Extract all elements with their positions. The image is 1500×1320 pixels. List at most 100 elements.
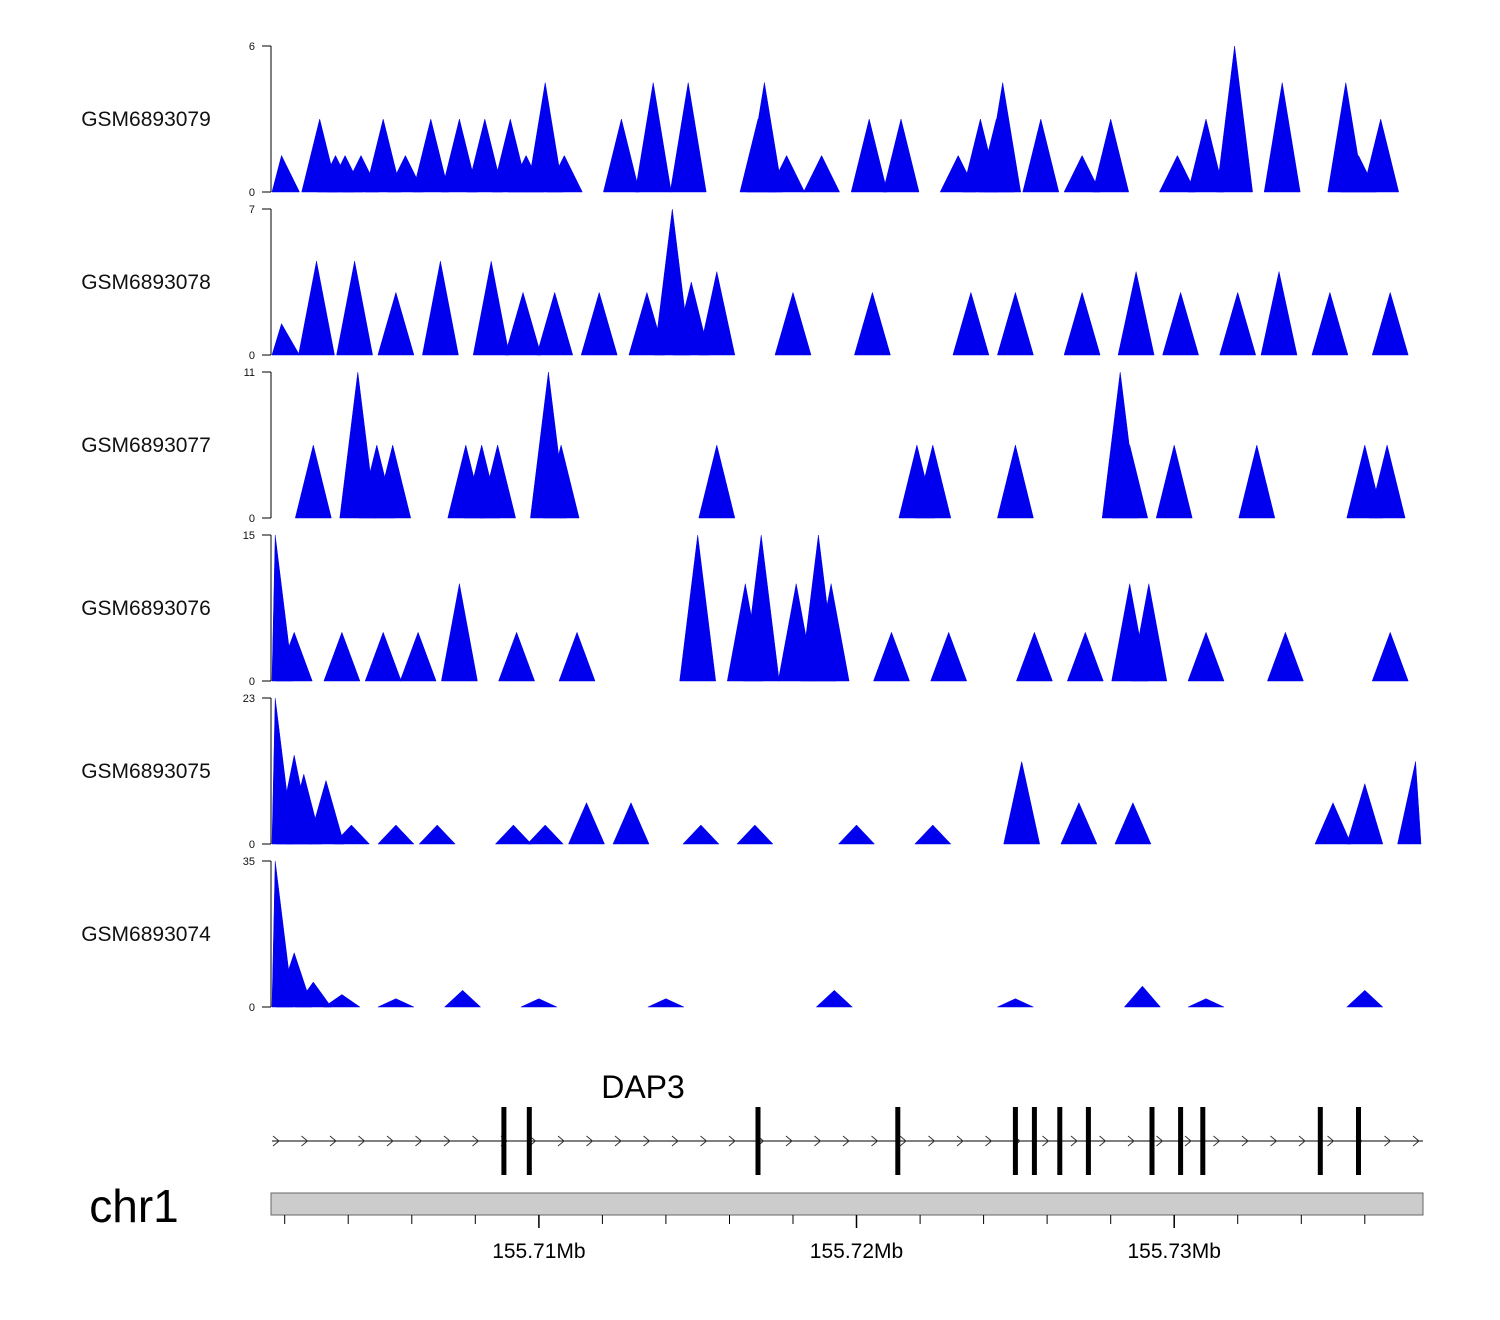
coverage-peak <box>1397 761 1422 845</box>
y-tick-label-min: 0 <box>249 350 255 362</box>
x-tick-label: 155.72Mb <box>810 1240 903 1263</box>
exon-block <box>1012 1107 1018 1175</box>
coverage-peak <box>271 154 300 193</box>
coverage-peak <box>520 998 558 1008</box>
coverage-peak <box>854 291 891 356</box>
gene-label: DAP3 <box>601 1069 685 1105</box>
coverage-peak <box>850 118 888 193</box>
x-tick-label: 155.73Mb <box>1127 1240 1220 1263</box>
track-GSM6893078: GSM6893078 7 0 <box>81 204 1409 362</box>
coverage-peak <box>930 631 968 682</box>
y-tick-label-max: 7 <box>249 204 255 216</box>
track-GSM6893076: GSM6893076 15 0 <box>81 530 1409 688</box>
strand-chevron <box>1241 1135 1249 1147</box>
coverage-peak <box>952 291 990 356</box>
coverage-peak <box>1187 118 1225 193</box>
track-label: GSM6893075 <box>81 760 211 783</box>
coverage-peak <box>1346 989 1384 1008</box>
y-tick-label-min: 0 <box>249 513 255 525</box>
exon-block <box>526 1107 532 1175</box>
track-GSM6893074: GSM6893074 35 0 <box>81 856 1384 1014</box>
coverage-peak <box>1187 998 1225 1008</box>
coverage-peak <box>479 444 516 519</box>
coverage-peak <box>612 802 650 845</box>
coverage-peak <box>628 291 666 356</box>
coverage-peak <box>422 261 459 356</box>
strand-chevron <box>1156 1135 1164 1147</box>
strand-chevron <box>928 1135 936 1147</box>
strand-chevron <box>1184 1135 1192 1147</box>
coverage-peak <box>1114 802 1152 845</box>
coverage-peak <box>498 631 535 682</box>
coverage-peak <box>654 208 691 356</box>
x-axis-ticks: 155.71Mb 155.72Mb 155.73Mb <box>284 1215 1366 1263</box>
exon-block <box>1356 1107 1361 1175</box>
coverage-peak <box>1003 761 1041 845</box>
y-tick-label-max: 11 <box>244 367 255 379</box>
chromosome-label: chr1 <box>89 1180 178 1232</box>
coverage-peak <box>1117 271 1155 356</box>
coverage-peak <box>997 444 1034 519</box>
coverage-peak <box>1216 45 1253 193</box>
exon-block <box>1200 1107 1206 1175</box>
coverage-peak <box>736 824 774 845</box>
coverage-peak <box>545 154 583 193</box>
coverage-peak <box>275 952 313 1008</box>
coverage-peak <box>377 998 415 1008</box>
exon-block <box>1085 1107 1091 1175</box>
coverage-peak <box>441 118 478 193</box>
strand-chevron <box>1042 1135 1050 1147</box>
coverage-peak <box>1187 631 1225 682</box>
coverage-peak <box>298 261 335 356</box>
coverage-peak <box>526 824 564 845</box>
strand-chevron <box>586 1135 594 1147</box>
coverage-peak <box>768 154 806 193</box>
exon-block <box>1149 1107 1155 1175</box>
ideogram-bar <box>270 1192 1424 1216</box>
coverage-peak <box>873 631 910 682</box>
coverage-peak <box>1314 802 1352 845</box>
strand-chevron <box>415 1135 423 1147</box>
coverage-peak <box>1066 631 1104 682</box>
y-tick-label-min: 0 <box>249 676 255 688</box>
coverage-peak <box>679 534 716 682</box>
genome-axis: chr1 155.71Mb 155.72Mb 155.73Mb <box>89 1180 1424 1263</box>
coverage-peak <box>815 989 853 1008</box>
coverage-peak <box>914 824 952 845</box>
strand-chevron <box>557 1135 565 1147</box>
coverage-peak <box>698 444 736 519</box>
coverage-peak <box>494 824 532 845</box>
coverage-peak <box>1022 118 1060 193</box>
strand-chevron <box>1099 1135 1107 1147</box>
y-tick-label-min: 0 <box>249 839 255 851</box>
y-tick-label-max: 35 <box>243 856 255 868</box>
coverage-peak <box>1371 631 1409 682</box>
x-tick-label: 155.71Mb <box>492 1240 585 1263</box>
track-label: GSM6893077 <box>81 434 211 457</box>
strand-chevron <box>671 1135 679 1147</box>
y-tick-label-min: 0 <box>249 1002 255 1014</box>
coverage-peak <box>1238 444 1276 519</box>
coverage-peak <box>698 271 736 356</box>
strand-chevron <box>443 1135 451 1147</box>
coverage-peak <box>742 534 780 682</box>
coverage-peak <box>364 631 402 682</box>
strand-chevron <box>1412 1135 1420 1147</box>
coverage-peak <box>399 631 437 682</box>
strand-chevron <box>329 1135 337 1147</box>
coverage-peak <box>332 824 370 845</box>
coverage-peak <box>307 779 345 845</box>
coverage-peak <box>1311 291 1349 356</box>
strand-chevron <box>899 1135 907 1147</box>
coverage-peak <box>275 631 313 682</box>
coverage-peak <box>526 82 564 193</box>
coverage-peak <box>466 118 504 193</box>
strand-chevron <box>272 1135 280 1147</box>
coverage-peak <box>634 82 672 193</box>
coverage-peak <box>1111 444 1149 519</box>
coverage-peak <box>504 291 542 356</box>
coverage-peak <box>837 824 876 845</box>
strand-chevron <box>1327 1135 1335 1147</box>
coverage-peak <box>812 583 850 682</box>
strand-chevron <box>842 1135 850 1147</box>
